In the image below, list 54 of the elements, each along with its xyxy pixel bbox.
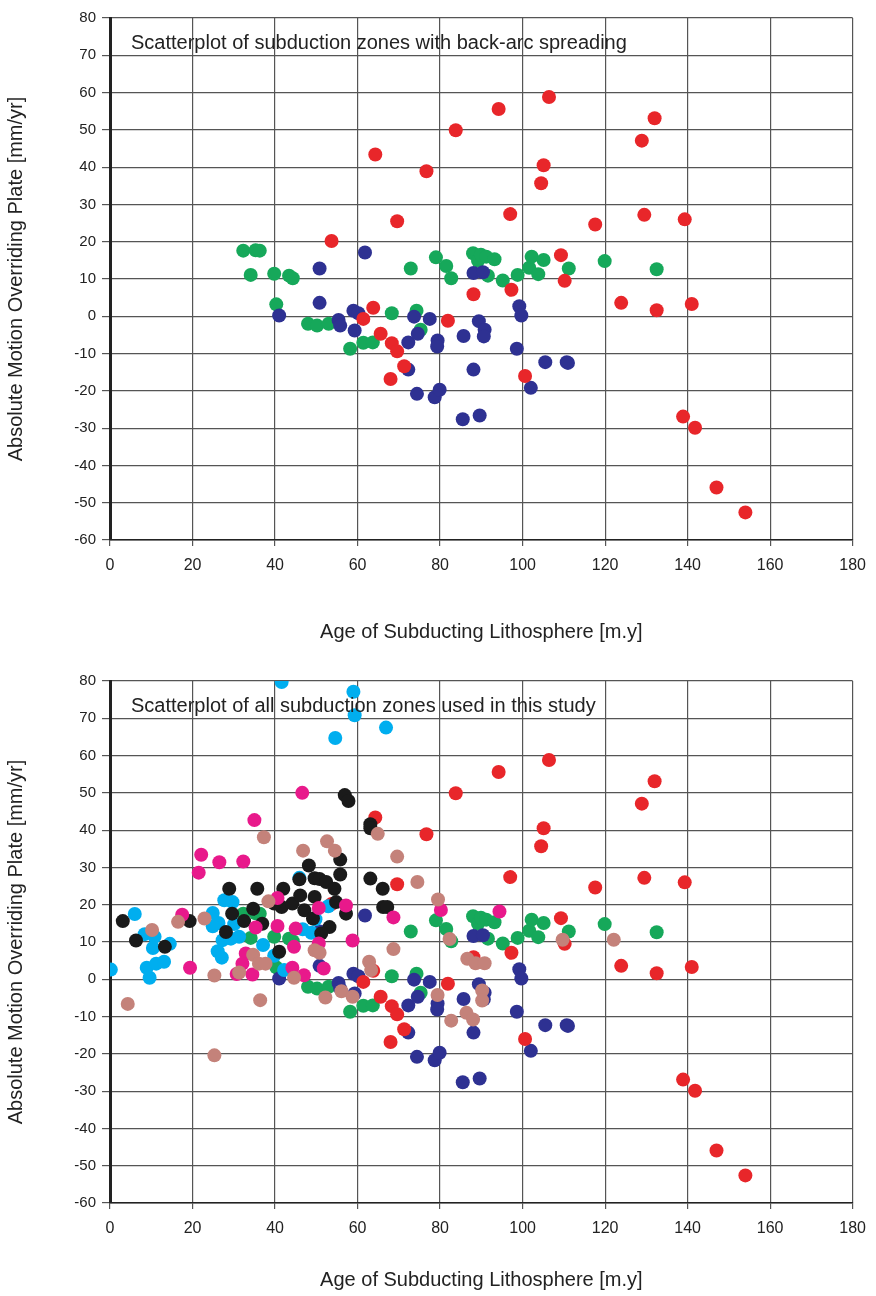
x-tick-label: 120 xyxy=(591,1219,619,1237)
y-tick-label: -20 xyxy=(74,381,96,398)
y-axis-title: Absolute Motion Overriding Plate [mm/yr] xyxy=(3,759,26,1125)
y-tick-label: 60 xyxy=(79,82,96,100)
y-tick-label: -40 xyxy=(74,1118,96,1136)
y-tick-label: 80 xyxy=(79,8,96,26)
x-tick-label: 0 xyxy=(105,556,115,574)
x-tick-label: 0 xyxy=(105,1219,115,1237)
y-tick-label: 80 xyxy=(79,671,96,689)
y-tick-label: 40 xyxy=(79,820,96,838)
x-tick-label: 180 xyxy=(839,556,867,574)
x-tick-label: 20 xyxy=(183,1219,202,1237)
x-tick-label: 60 xyxy=(348,556,367,574)
y-tick-label: 20 xyxy=(79,894,96,912)
x-tick-label: 120 xyxy=(591,556,619,574)
x-axis-title: Age of Subducting Lithosphere [m.y] xyxy=(320,619,643,642)
x-tick-label: 40 xyxy=(266,556,285,574)
x-tick-label: 20 xyxy=(183,556,202,574)
y-tick-label: -20 xyxy=(74,1044,96,1061)
x-tick-label: 160 xyxy=(756,1219,784,1237)
y-tick-label: 70 xyxy=(79,45,96,63)
y-tick-label: -50 xyxy=(74,492,96,510)
y-tick-label: 50 xyxy=(79,120,96,137)
y-tick-label: -60 xyxy=(74,530,96,548)
y-tick-label: -40 xyxy=(74,455,96,473)
x-tick-label: 100 xyxy=(509,1219,537,1237)
x-tick-label: 80 xyxy=(431,1219,450,1237)
x-tick-label: 80 xyxy=(431,556,450,574)
y-tick-label: 10 xyxy=(79,269,96,287)
y-tick-label: -10 xyxy=(74,1006,96,1024)
y-tick-label: 50 xyxy=(79,783,96,800)
y-tick-label: 70 xyxy=(79,708,96,726)
y-tick-label: -60 xyxy=(74,1193,96,1211)
y-tick-label: 30 xyxy=(79,857,96,875)
y-tick-label: -10 xyxy=(74,343,96,361)
y-tick-label: 40 xyxy=(79,157,96,175)
y-tick-label: 0 xyxy=(87,306,96,324)
x-tick-label: 140 xyxy=(674,1219,702,1237)
x-tick-label: 100 xyxy=(509,556,537,574)
x-tick-label: 60 xyxy=(348,1219,367,1237)
y-tick-label: 0 xyxy=(87,969,96,987)
x-tick-label: 40 xyxy=(266,1219,285,1237)
x-tick-label: 180 xyxy=(839,1219,867,1237)
y-tick-label: -30 xyxy=(74,418,96,436)
y-axis-title: Absolute Motion Overriding Plate [mm/yr] xyxy=(3,96,26,462)
x-axis-title: Age of Subducting Lithosphere [m.y] xyxy=(320,1267,643,1290)
y-tick-label: 30 xyxy=(79,194,96,212)
x-tick-label: 140 xyxy=(674,556,702,574)
y-tick-label: -30 xyxy=(74,1081,96,1099)
x-tick-label: 160 xyxy=(756,556,784,574)
y-tick-label: -50 xyxy=(74,1155,96,1173)
y-tick-label: 10 xyxy=(79,932,96,950)
y-tick-label: 60 xyxy=(79,745,96,763)
y-tick-label: 20 xyxy=(79,231,96,249)
